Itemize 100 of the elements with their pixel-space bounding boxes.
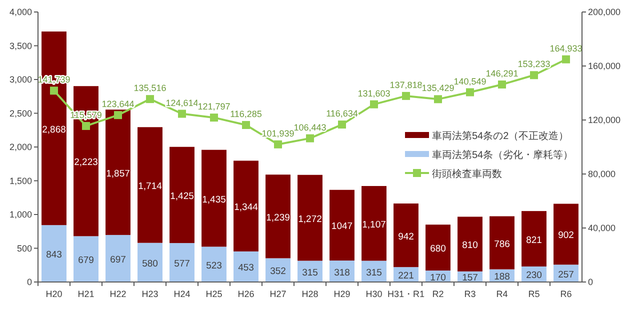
x-tick-label: H20 bbox=[46, 289, 62, 299]
legend-label: 車両法第54条（劣化・摩耗等） bbox=[432, 149, 574, 161]
data-label: 315 bbox=[302, 267, 318, 278]
point bbox=[274, 140, 282, 148]
bar bbox=[170, 146, 194, 244]
data-label: 697 bbox=[110, 254, 126, 266]
bar bbox=[170, 243, 194, 282]
data-label: 453 bbox=[238, 262, 254, 274]
data-label: 137,818 bbox=[390, 80, 422, 90]
legend-label: 街頭検査車両数 bbox=[432, 168, 502, 180]
data-label: 2,868 bbox=[42, 124, 66, 136]
x-tick-label: H24 bbox=[174, 289, 190, 299]
bar bbox=[74, 236, 98, 282]
point bbox=[402, 92, 410, 100]
data-label: 106,443 bbox=[294, 122, 326, 132]
x-tick-label: H31・R1 bbox=[387, 289, 425, 299]
data-label: 821 bbox=[526, 234, 542, 246]
legend-label: 車両法第54条の2（不正改造） bbox=[432, 130, 569, 142]
data-label: 188 bbox=[494, 272, 510, 283]
bar bbox=[394, 203, 418, 268]
point bbox=[82, 122, 90, 130]
data-label: 580 bbox=[142, 258, 158, 270]
data-label: 146,291 bbox=[486, 68, 518, 79]
bar bbox=[458, 216, 482, 272]
data-label: 679 bbox=[78, 255, 94, 266]
bar bbox=[42, 225, 66, 282]
y2-tick-label: 200,000 bbox=[588, 7, 621, 17]
y-tick-label: 2,000 bbox=[9, 142, 32, 152]
x-tick-label: H23 bbox=[142, 289, 158, 299]
bar bbox=[554, 204, 578, 265]
point bbox=[562, 55, 570, 64]
point bbox=[50, 86, 58, 95]
data-label: 123,644 bbox=[102, 99, 134, 110]
data-label: 101,939 bbox=[262, 128, 294, 138]
point bbox=[338, 120, 346, 129]
data-label: 257 bbox=[558, 269, 574, 280]
point bbox=[210, 114, 218, 122]
y-tick-label: 4,000 bbox=[9, 7, 32, 17]
y2-tick-label: 160,000 bbox=[588, 61, 621, 71]
x-tick-label: H25 bbox=[206, 289, 222, 299]
x-tick-label: R3 bbox=[464, 289, 476, 299]
x-tick-label: H21 bbox=[78, 289, 94, 299]
data-label: 1,425 bbox=[170, 190, 194, 202]
data-label: 221 bbox=[398, 270, 414, 282]
data-label: 1,344 bbox=[234, 202, 258, 214]
x-tick-label: H29 bbox=[334, 289, 350, 299]
x-tick-label: R2 bbox=[432, 289, 444, 299]
data-label: 318 bbox=[334, 267, 350, 278]
x-tick-label: R5 bbox=[528, 289, 540, 299]
y-tick-label: 500 bbox=[16, 243, 32, 254]
data-label: 942 bbox=[398, 231, 414, 242]
y2-tick-label: 40,000 bbox=[588, 223, 616, 233]
x-tick-label: R4 bbox=[496, 289, 508, 299]
data-label: 131,603 bbox=[358, 88, 390, 98]
data-label: 680 bbox=[430, 244, 446, 255]
bar bbox=[266, 174, 290, 258]
data-label: 157 bbox=[462, 272, 478, 284]
bar bbox=[234, 160, 258, 252]
bar bbox=[138, 127, 162, 243]
data-label: 786 bbox=[494, 238, 510, 250]
data-label: 523 bbox=[206, 260, 222, 272]
point bbox=[466, 88, 474, 96]
data-label: 1,435 bbox=[202, 194, 226, 206]
y2-tick-label: 0 bbox=[588, 277, 594, 287]
data-label: 843 bbox=[46, 250, 62, 261]
data-label: 170 bbox=[430, 272, 446, 284]
point bbox=[530, 71, 538, 80]
data-label: 810 bbox=[462, 240, 478, 252]
bar bbox=[490, 216, 514, 270]
bar bbox=[234, 251, 258, 282]
point bbox=[498, 80, 506, 89]
x-tick-label: H22 bbox=[110, 289, 126, 299]
x-tick-label: H27 bbox=[270, 289, 286, 299]
data-label: 1,239 bbox=[266, 212, 290, 224]
bar bbox=[202, 246, 226, 282]
y2-tick-label: 120,000 bbox=[588, 115, 621, 125]
data-label: 1,857 bbox=[106, 168, 130, 180]
point bbox=[178, 110, 186, 118]
data-label: 902 bbox=[558, 230, 574, 242]
point bbox=[242, 121, 250, 130]
data-label: 116,285 bbox=[230, 109, 262, 120]
data-label: 124,614 bbox=[166, 98, 198, 108]
data-label: 121,797 bbox=[198, 102, 230, 112]
data-label: 164,933 bbox=[550, 43, 582, 54]
data-label: 135,429 bbox=[422, 83, 454, 94]
data-label: 135,516 bbox=[134, 83, 166, 94]
point bbox=[146, 95, 154, 104]
point bbox=[306, 134, 314, 142]
data-label: 2,223 bbox=[74, 157, 98, 168]
data-label: 1047 bbox=[331, 221, 353, 232]
bar bbox=[426, 224, 450, 271]
data-label: 315 bbox=[366, 267, 382, 278]
data-label: 140,549 bbox=[454, 76, 486, 86]
bar bbox=[202, 150, 226, 247]
data-label: 1,272 bbox=[298, 214, 322, 225]
bar bbox=[298, 174, 322, 261]
x-tick-label: H30 bbox=[366, 289, 382, 299]
data-label: 116,634 bbox=[326, 108, 358, 119]
bar bbox=[330, 190, 354, 261]
y2-tick-label: 80,000 bbox=[588, 169, 616, 179]
